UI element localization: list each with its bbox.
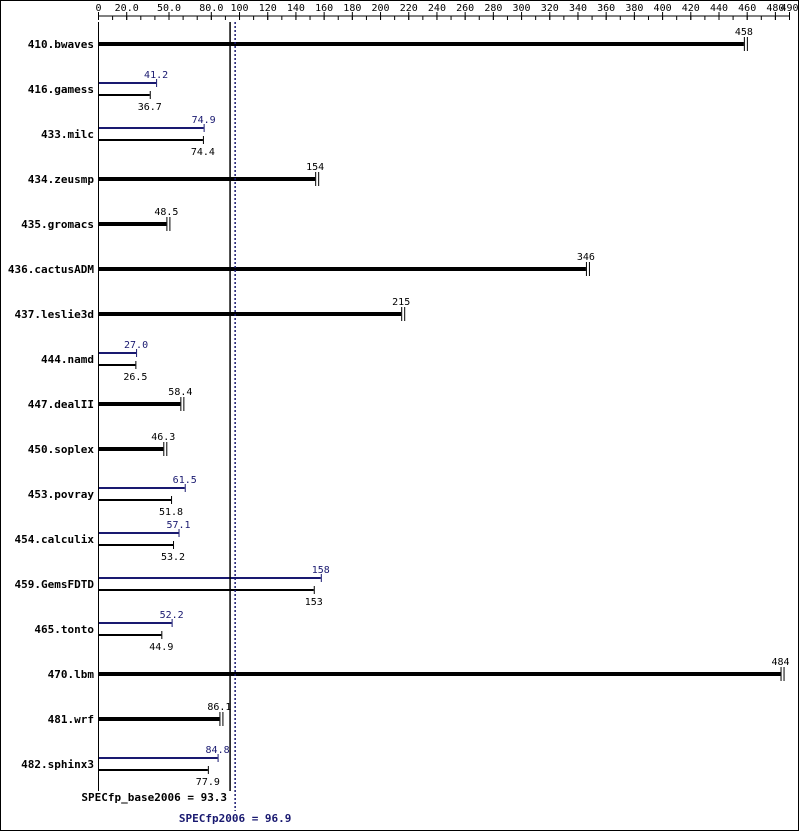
benchmark-label: 482.sphinx3: [21, 758, 94, 771]
x-tick-label: 320: [541, 3, 559, 14]
x-tick-label: 220: [400, 3, 418, 14]
x-tick-label: 180: [343, 3, 361, 14]
x-tick-label: 490: [780, 3, 798, 14]
base-value-label: 74.4: [191, 147, 215, 158]
benchmark-label: 435.gromacs: [21, 218, 94, 231]
x-tick-label: 360: [597, 3, 615, 14]
x-tick-label: 400: [654, 3, 672, 14]
peak-summary-label: SPECfp2006 = 96.9: [179, 812, 292, 825]
benchmark-label: 444.namd: [41, 353, 94, 366]
benchmark-label: 459.GemsFDTD: [15, 578, 95, 591]
x-tick-label: 460: [738, 3, 756, 14]
peak-value-label: 41.2: [144, 70, 168, 81]
benchmark-label: 434.zeusmp: [28, 173, 95, 186]
peak-value-label: 57.1: [166, 520, 190, 531]
base-bar: [98, 177, 316, 181]
benchmark-label: 433.milc: [41, 128, 94, 141]
benchmark-label: 410.bwaves: [28, 38, 94, 51]
benchmark-labels: 410.bwaves 416.gamess 433.milc 434.zeusmp 43…: [8, 38, 94, 771]
base-value-label: 154: [306, 162, 324, 173]
x-tick-label: 80.0: [199, 3, 223, 14]
peak-value-label: 52.2: [160, 610, 184, 621]
base-value-label: 44.9: [149, 642, 173, 653]
benchmark-label: 481.wrf: [48, 713, 94, 726]
peak-value-label: 61.5: [173, 475, 197, 486]
base-bar: [98, 672, 781, 676]
base-value-label: 215: [392, 297, 410, 308]
x-tick-label: 280: [484, 3, 502, 14]
x-tick-label: 160: [315, 3, 333, 14]
base-value-label: 48.5: [154, 207, 178, 218]
x-tick-label: 440: [710, 3, 728, 14]
base-value-label: 484: [772, 657, 790, 668]
x-tick-label: 480: [766, 3, 784, 14]
x-tick-label: 20.0: [115, 3, 139, 14]
base-value-label: 46.3: [151, 432, 175, 443]
base-bar: [98, 312, 402, 316]
base-summary-label: SPECfp_base2006 = 93.3: [81, 791, 227, 804]
peak-value-label: 158: [312, 565, 330, 576]
base-value-label: 58.4: [168, 387, 192, 398]
benchmark-label: 416.gamess: [28, 83, 94, 96]
x-tick-label: 300: [513, 3, 531, 14]
peak-value-label: 27.0: [124, 340, 148, 351]
base-value-label: 458: [735, 27, 753, 38]
base-bar: [98, 222, 167, 226]
base-bar: [98, 402, 181, 406]
x-tick-label: 260: [456, 3, 474, 14]
x-tick-label: 0: [95, 3, 101, 14]
peak-value-label: 84.8: [206, 745, 230, 756]
x-tick-label: 240: [428, 3, 446, 14]
base-value-label: 26.5: [123, 372, 147, 383]
peak-value-label: 74.9: [192, 115, 216, 126]
benchmark-label: 465.tonto: [34, 623, 94, 636]
base-value-label: 53.2: [161, 552, 185, 563]
base-bar: [98, 447, 164, 451]
benchmark-label: 447.dealII: [28, 398, 94, 411]
x-tick-label: 200: [372, 3, 390, 14]
base-bar: [98, 267, 586, 271]
x-tick-label: 100: [230, 3, 248, 14]
benchmark-label: 470.lbm: [48, 668, 95, 681]
benchmark-label: 454.calculix: [15, 533, 95, 546]
base-value-label: 77.9: [196, 777, 220, 788]
base-value-label: 346: [577, 252, 595, 263]
x-tick-label: 380: [625, 3, 643, 14]
x-tick-label: 140: [287, 3, 305, 14]
benchmark-label: 436.cactusADM: [8, 263, 94, 276]
base-value-label: 86.1: [207, 702, 231, 713]
benchmark-label: 453.povray: [28, 488, 95, 501]
benchmark-label: 450.soplex: [28, 443, 95, 456]
bars: 458 41.2 36.7 74.9 74.4 154 48.5 346 215 27.0 26.5…: [98, 22, 790, 791]
base-value-label: 153: [305, 597, 323, 608]
base-bar: [98, 42, 744, 46]
reference-lines: SPECfp_base2006 = 93.3 SPECfp2006 = 96.9: [81, 22, 291, 825]
benchmark-label: 437.leslie3d: [15, 308, 94, 321]
x-tick-label: 50.0: [157, 3, 181, 14]
base-bar: [98, 717, 220, 721]
base-value-label: 51.8: [159, 507, 183, 518]
x-tick-label: 120: [259, 3, 277, 14]
base-value-label: 36.7: [138, 102, 162, 113]
x-tick-label: 340: [569, 3, 587, 14]
x-axis: 0 20.0 50.0 80.0 100 120 140 160 180 200 220 240 260…: [95, 3, 799, 20]
x-tick-label: 420: [682, 3, 700, 14]
